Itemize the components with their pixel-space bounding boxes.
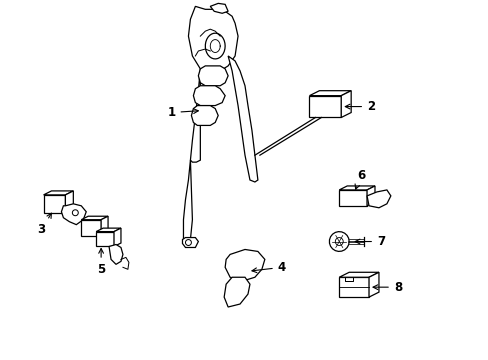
Polygon shape	[205, 33, 224, 59]
Polygon shape	[210, 3, 228, 13]
Polygon shape	[43, 191, 73, 195]
Polygon shape	[96, 231, 114, 247]
Polygon shape	[339, 277, 368, 297]
Polygon shape	[61, 204, 86, 225]
Text: 1: 1	[167, 106, 198, 119]
Polygon shape	[339, 186, 374, 190]
Polygon shape	[81, 216, 108, 220]
Polygon shape	[366, 190, 390, 208]
Polygon shape	[224, 249, 264, 281]
Polygon shape	[182, 238, 198, 247]
Text: 8: 8	[372, 281, 401, 294]
Polygon shape	[188, 6, 238, 73]
Polygon shape	[72, 210, 78, 216]
Polygon shape	[109, 244, 122, 264]
Text: 5: 5	[97, 248, 105, 276]
Polygon shape	[96, 228, 121, 231]
Polygon shape	[193, 86, 224, 105]
Text: 2: 2	[345, 100, 374, 113]
Polygon shape	[329, 231, 348, 251]
Polygon shape	[224, 277, 249, 307]
Text: 4: 4	[251, 261, 285, 274]
Polygon shape	[339, 190, 366, 206]
Polygon shape	[65, 191, 73, 213]
Text: 3: 3	[38, 213, 51, 236]
Polygon shape	[366, 186, 374, 206]
Polygon shape	[43, 195, 65, 213]
Polygon shape	[114, 228, 121, 247]
Polygon shape	[81, 220, 101, 235]
Polygon shape	[190, 69, 200, 162]
Polygon shape	[341, 91, 350, 117]
Text: 6: 6	[354, 168, 365, 189]
Polygon shape	[185, 239, 191, 246]
Text: 7: 7	[354, 235, 385, 248]
Polygon shape	[309, 91, 350, 96]
Polygon shape	[198, 66, 228, 86]
Polygon shape	[309, 96, 341, 117]
Polygon shape	[335, 238, 343, 246]
Polygon shape	[339, 272, 378, 277]
Polygon shape	[228, 56, 257, 182]
Polygon shape	[101, 216, 108, 235]
Polygon shape	[183, 160, 192, 242]
Polygon shape	[191, 105, 218, 125]
Polygon shape	[368, 272, 378, 297]
